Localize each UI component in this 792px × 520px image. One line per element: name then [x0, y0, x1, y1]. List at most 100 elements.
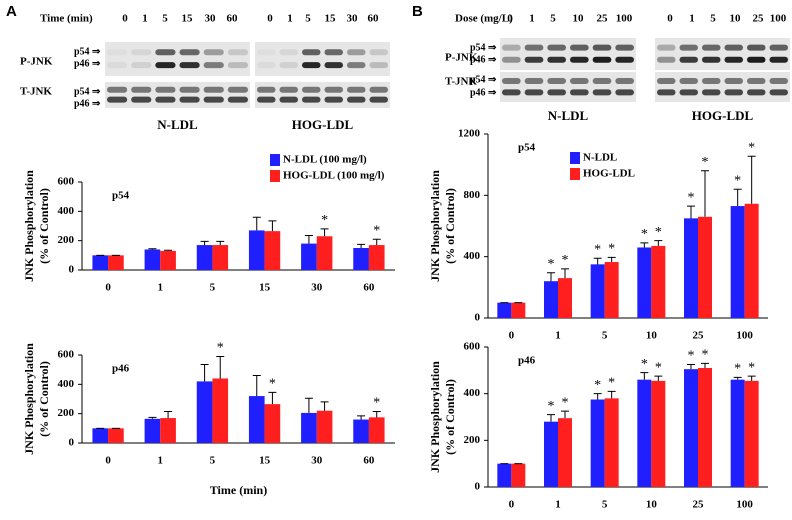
panel-label: A [6, 3, 17, 20]
blot-band [131, 86, 152, 93]
blot-band [369, 62, 388, 69]
y-axis-label: (% of Control) [443, 379, 457, 455]
blot-band [702, 44, 721, 51]
significance-mark: * [562, 253, 569, 268]
significance-mark: * [734, 362, 741, 377]
bar [264, 231, 281, 270]
y-tick-label: 400 [58, 205, 75, 217]
blot-band [203, 49, 224, 56]
error-bar [747, 375, 756, 381]
legend-swatch [570, 152, 580, 164]
bar [368, 417, 385, 443]
y-axis-label: (% of Control) [37, 361, 51, 437]
blot-band [179, 86, 200, 93]
blot-band [347, 62, 366, 69]
lane-label: 100 [770, 13, 787, 25]
blot-band [657, 78, 676, 84]
blot-band [302, 62, 321, 69]
error-bar [607, 390, 616, 399]
significance-mark: * [641, 227, 648, 242]
blot-band [107, 49, 127, 55]
x-tick-label: 1 [555, 499, 561, 511]
blot-band [324, 86, 343, 93]
x-tick-label: 25 [693, 499, 705, 511]
bar [497, 302, 512, 318]
y-tick-label: 0 [69, 437, 75, 449]
error-bar [654, 375, 663, 381]
bar [637, 379, 652, 487]
blot-band [302, 86, 321, 93]
error-bar [607, 256, 616, 263]
lane-label: 0 [507, 13, 513, 25]
lane-label: 0 [122, 13, 128, 25]
lane-label: 5 [550, 13, 556, 25]
blot-band [227, 96, 248, 103]
error-bar [547, 414, 555, 422]
panel-sublabel: p46 [112, 363, 130, 375]
significance-mark: * [608, 376, 615, 391]
bar [212, 378, 229, 443]
error-bar [687, 364, 695, 370]
lane-label: 15 [325, 13, 337, 25]
x-tick-label: 10 [646, 330, 658, 342]
blot-band [502, 89, 521, 96]
y-tick-label: 600 [464, 341, 481, 353]
legend-label: HOG-LDL (100 mg/l) [283, 170, 385, 182]
error-bar [320, 401, 329, 411]
lane-label: 5 [710, 13, 716, 25]
blot-band [769, 56, 788, 63]
blot-band [747, 44, 766, 51]
bar [637, 247, 652, 318]
x-tick-label: 100 [736, 330, 753, 342]
blot-band [679, 89, 698, 96]
bar [248, 230, 265, 270]
x-tick-label: 60 [363, 455, 375, 467]
blot-band [227, 62, 248, 69]
bar [544, 421, 558, 487]
panel-label: B [412, 3, 423, 20]
blot-row-label: P-JNK [445, 52, 478, 64]
error-bar [164, 410, 173, 419]
band-label: p46 ⇒ [470, 54, 497, 65]
blot-band [747, 78, 766, 84]
x-tick-label: 1 [555, 330, 561, 342]
x-tick-label: 25 [693, 330, 705, 342]
significance-mark: * [688, 190, 695, 205]
blot-band [547, 78, 566, 84]
significance-mark: * [702, 155, 709, 170]
lane-label: 60 [368, 13, 380, 25]
significance-mark: * [641, 357, 648, 372]
band-label: p46 ⇒ [74, 98, 101, 109]
bar [684, 218, 698, 318]
lane-label: 1 [142, 13, 148, 25]
blot-band [227, 49, 248, 56]
blot-band [131, 49, 152, 56]
blot-band [769, 44, 788, 51]
bar [730, 206, 745, 318]
bar [316, 236, 333, 270]
band-label: p54 ⇒ [470, 74, 497, 85]
error-bar [357, 415, 366, 420]
bar [511, 463, 526, 487]
lane-label: 0 [267, 13, 273, 25]
y-axis-label: JNK Phosphorylation [428, 361, 442, 473]
blot-image [255, 42, 390, 76]
y-axis-label: (% of Control) [37, 188, 51, 264]
blot-band [257, 96, 276, 103]
blot-group: HOG-LDL [692, 108, 754, 123]
significance-mark: * [373, 223, 380, 238]
bar [108, 255, 124, 270]
blot-band [702, 89, 721, 96]
blot-image [105, 42, 250, 76]
blot-band [570, 89, 589, 96]
x-tick-label: 5 [602, 330, 608, 342]
blot-band [155, 96, 176, 103]
bar [368, 245, 385, 270]
blot-band [257, 62, 276, 69]
x-tick-label: 5 [602, 499, 608, 511]
bar [651, 380, 666, 487]
blot-band [279, 49, 298, 56]
lane-label: 5 [162, 13, 168, 25]
x-tick-label: 1 [158, 455, 164, 467]
lane-label: 5 [305, 13, 311, 25]
